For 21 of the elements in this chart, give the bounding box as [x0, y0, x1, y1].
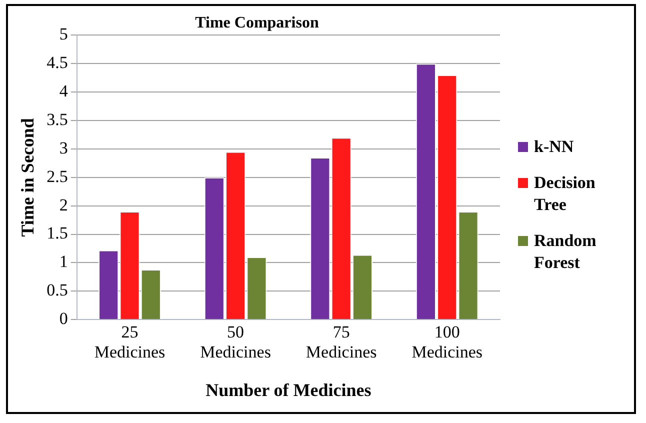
x-axis-title: Number of Medicines	[206, 380, 372, 400]
legend-label: Random Forest	[534, 230, 598, 274]
y-tick-label: 3	[59, 138, 68, 158]
legend-label: k-NN	[534, 136, 574, 158]
y-tick-label: 1.5	[46, 224, 68, 243]
y-tick-label: 5	[59, 24, 68, 44]
y-tick-label: 2	[59, 195, 68, 214]
y-tick-label: 4	[59, 82, 68, 101]
y-tick-label: 2.5	[46, 166, 68, 186]
y-tick-label: 1	[59, 252, 68, 272]
y-tick-label: 4.5	[46, 53, 68, 72]
y-tick-label: 0.5	[46, 280, 68, 300]
y-tick-label: 0	[59, 309, 68, 328]
y-axis-title: Time in Second	[17, 118, 38, 237]
legend-label: Decision Tree	[534, 172, 596, 216]
x-tick-label: 100 Medicines	[412, 322, 483, 362]
x-tick-label: 50 Medicines	[200, 322, 271, 362]
chart-title: Time Comparison	[195, 14, 319, 32]
y-tick-label: 3.5	[46, 110, 68, 129]
x-tick-label: 75 Medicines	[306, 322, 377, 362]
x-tick-label: 25 Medicines	[94, 322, 166, 362]
